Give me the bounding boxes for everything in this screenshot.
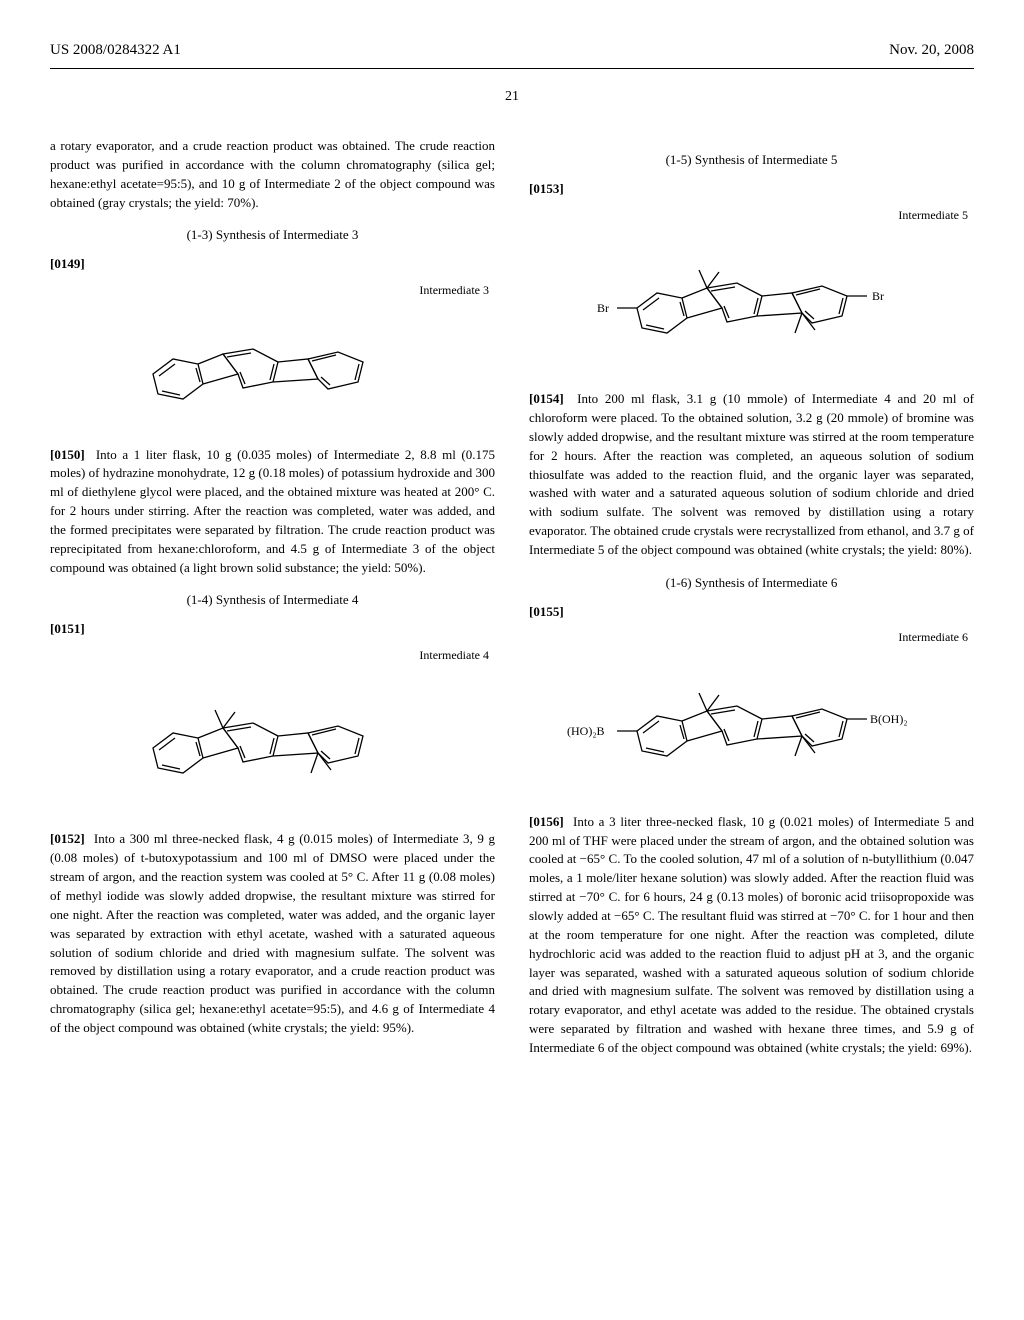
figure-label-6: Intermediate 6 (529, 629, 974, 646)
section-1-4-title: (1-4) Synthesis of Intermediate 4 (50, 591, 495, 610)
figure-intermediate-3: Intermediate 3 (50, 282, 495, 423)
right-column: (1-5) Synthesis of Intermediate 5 [0153]… (529, 137, 974, 1070)
para-num-0155: [0155] (529, 603, 974, 622)
para-text-0152: Into a 300 ml three-necked flask, 4 g (0… (50, 831, 495, 1034)
para-text-0150: Into a 1 liter flask, 10 g (0.035 moles)… (50, 447, 495, 575)
paragraph-intro: a rotary evaporator, and a crude reactio… (50, 137, 495, 212)
para-num-0156: [0156] (529, 814, 564, 829)
substituent-br-right: Br (872, 289, 884, 303)
page-number: 21 (50, 87, 974, 107)
header-divider (50, 68, 974, 69)
paragraph-0154: [0154] Into 200 ml flask, 3.1 g (10 mmol… (529, 390, 974, 560)
structure-intermediate-4 (123, 668, 423, 808)
paragraph-0150: [0150] Into a 1 liter flask, 10 g (0.035… (50, 446, 495, 578)
substituent-boh2-left: (HO)₂B (567, 724, 605, 738)
substituent-br-left: Br (597, 301, 609, 315)
para-text-0154: Into 200 ml flask, 3.1 g (10 mmole) of I… (529, 391, 974, 557)
paragraph-0156: [0156] Into a 3 liter three-necked flask… (529, 813, 974, 1058)
section-1-3-title: (1-3) Synthesis of Intermediate 3 (50, 226, 495, 245)
publication-date: Nov. 20, 2008 (889, 40, 974, 62)
para-text-0156: Into a 3 liter three-necked flask, 10 g … (529, 814, 974, 1055)
left-column: a rotary evaporator, and a crude reactio… (50, 137, 495, 1070)
figure-label-3: Intermediate 3 (50, 282, 495, 299)
para-num-0153: [0153] (529, 180, 974, 199)
para-num-0149: [0149] (50, 255, 495, 274)
para-num-0154: [0154] (529, 391, 564, 406)
patent-id: US 2008/0284322 A1 (50, 40, 181, 62)
figure-label-5: Intermediate 5 (529, 207, 974, 224)
figure-intermediate-4: Intermediate 4 (50, 647, 495, 808)
figure-intermediate-6: Intermediate 6 (529, 629, 974, 790)
paragraph-0152: [0152] Into a 300 ml three-necked flask,… (50, 830, 495, 1037)
section-1-5-title: (1-5) Synthesis of Intermediate 5 (529, 151, 974, 170)
section-1-6-title: (1-6) Synthesis of Intermediate 6 (529, 574, 974, 593)
para-num-0151: [0151] (50, 620, 495, 639)
structure-intermediate-5: Br Br (562, 228, 942, 368)
structure-intermediate-3 (123, 304, 423, 424)
structure-intermediate-6: (HO)₂B B(OH)₂ (542, 651, 962, 791)
para-num-0150: [0150] (50, 447, 85, 462)
para-num-0152: [0152] (50, 831, 85, 846)
figure-intermediate-5: Intermediate 5 (529, 207, 974, 368)
substituent-boh2-right: B(OH)₂ (870, 712, 908, 726)
figure-label-4: Intermediate 4 (50, 647, 495, 664)
